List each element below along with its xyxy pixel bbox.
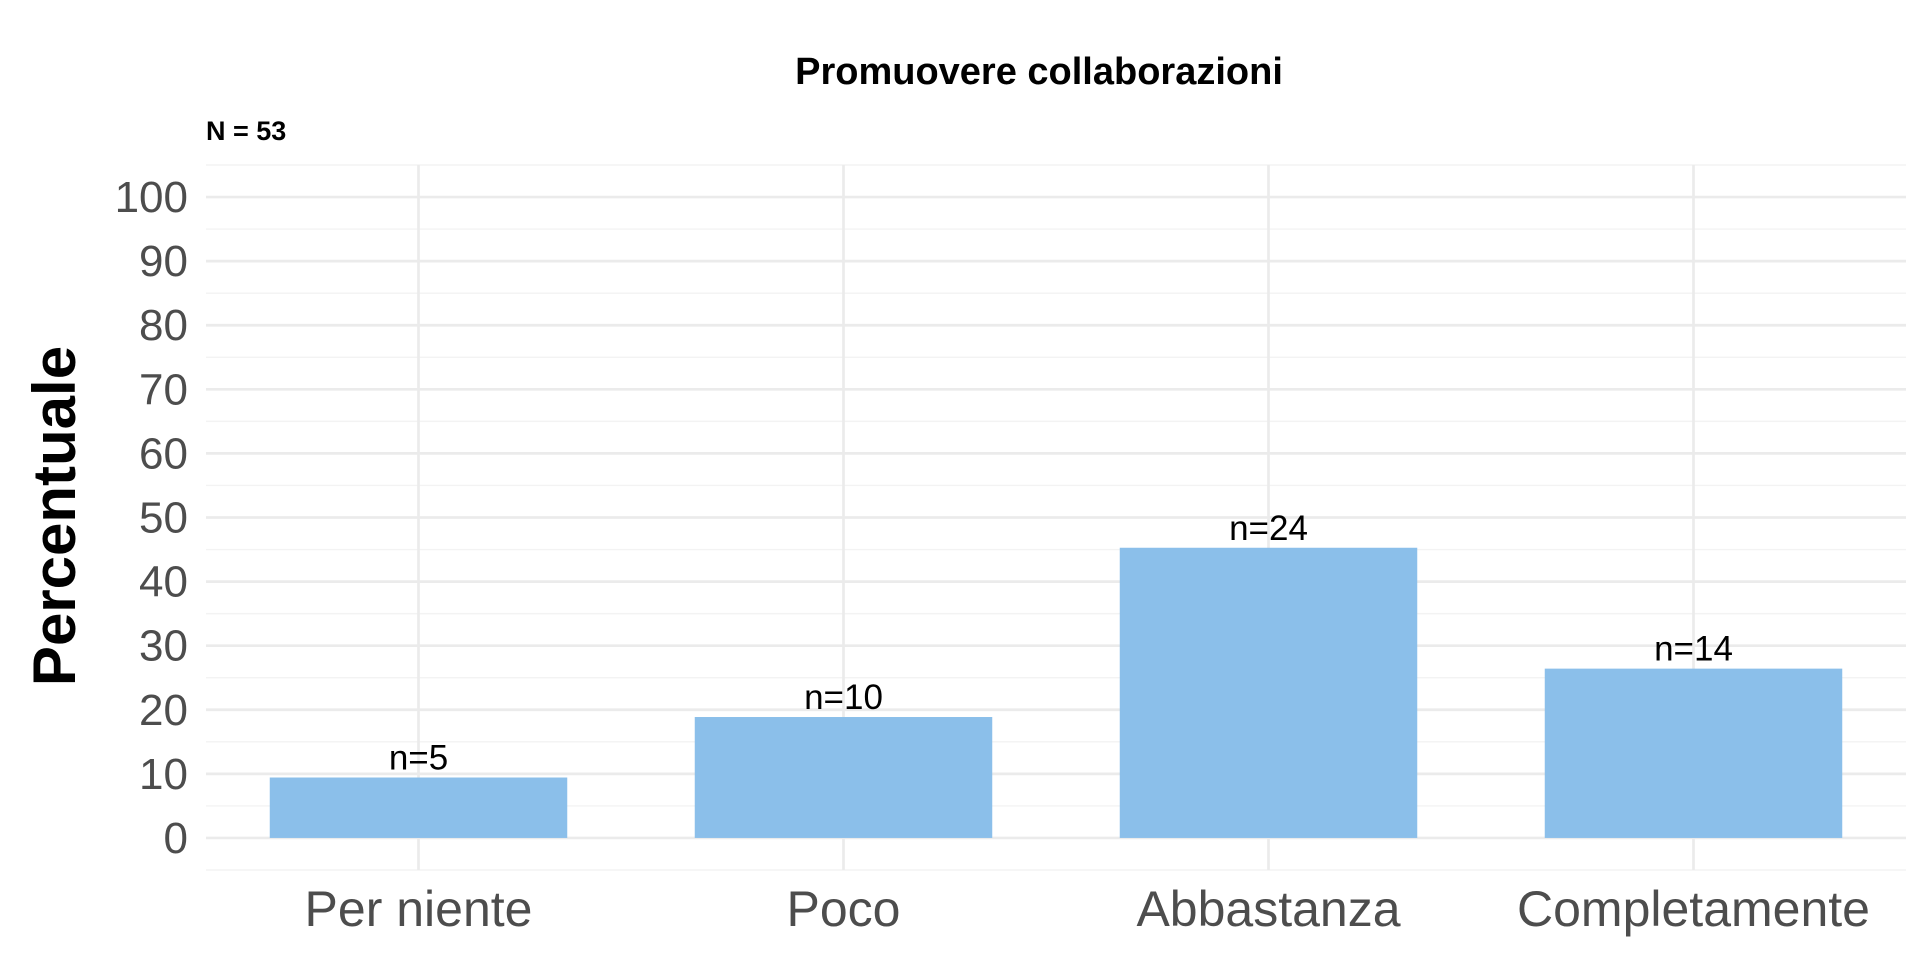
y-axis-label: Percentuale: [21, 346, 88, 686]
x-axis-ticks: Per niente Poco Abbastanza Completamente: [305, 881, 1870, 937]
bar: [1544, 668, 1843, 838]
bar-label-layer: n=5 n=10 n=24 n=14: [389, 509, 1733, 778]
y-tick-label: 10: [139, 750, 188, 799]
bar-value-label: n=14: [1654, 630, 1733, 669]
x-tick-label: Per niente: [305, 881, 533, 937]
x-tick-label: Poco: [787, 881, 901, 937]
y-tick-label: 60: [139, 429, 188, 478]
bar: [269, 777, 568, 838]
y-tick-label: 20: [139, 686, 188, 735]
y-axis-ticks: 0 10 20 30 40 50 60 70 80 90 100: [115, 173, 188, 863]
x-tick-label: Completamente: [1517, 881, 1870, 937]
y-tick-label: 90: [139, 237, 188, 286]
bar-value-label: n=10: [804, 678, 883, 717]
chart-subtitle: N = 53: [206, 116, 286, 146]
y-tick-label: 30: [139, 622, 188, 671]
y-tick-label: 80: [139, 301, 188, 350]
chart-title: Promuovere collaborazioni: [795, 51, 1283, 93]
y-tick-label: 0: [164, 814, 188, 863]
y-tick-label: 70: [139, 365, 188, 414]
bar: [694, 717, 993, 838]
x-tick-label: Abbastanza: [1136, 881, 1400, 937]
bar-value-label: n=24: [1229, 509, 1308, 548]
y-tick-label: 100: [115, 173, 188, 222]
y-tick-label: 50: [139, 494, 188, 543]
bar-value-label: n=5: [389, 739, 448, 778]
bar-layer: [269, 547, 1843, 838]
y-tick-label: 40: [139, 558, 188, 607]
bar: [1119, 547, 1418, 838]
